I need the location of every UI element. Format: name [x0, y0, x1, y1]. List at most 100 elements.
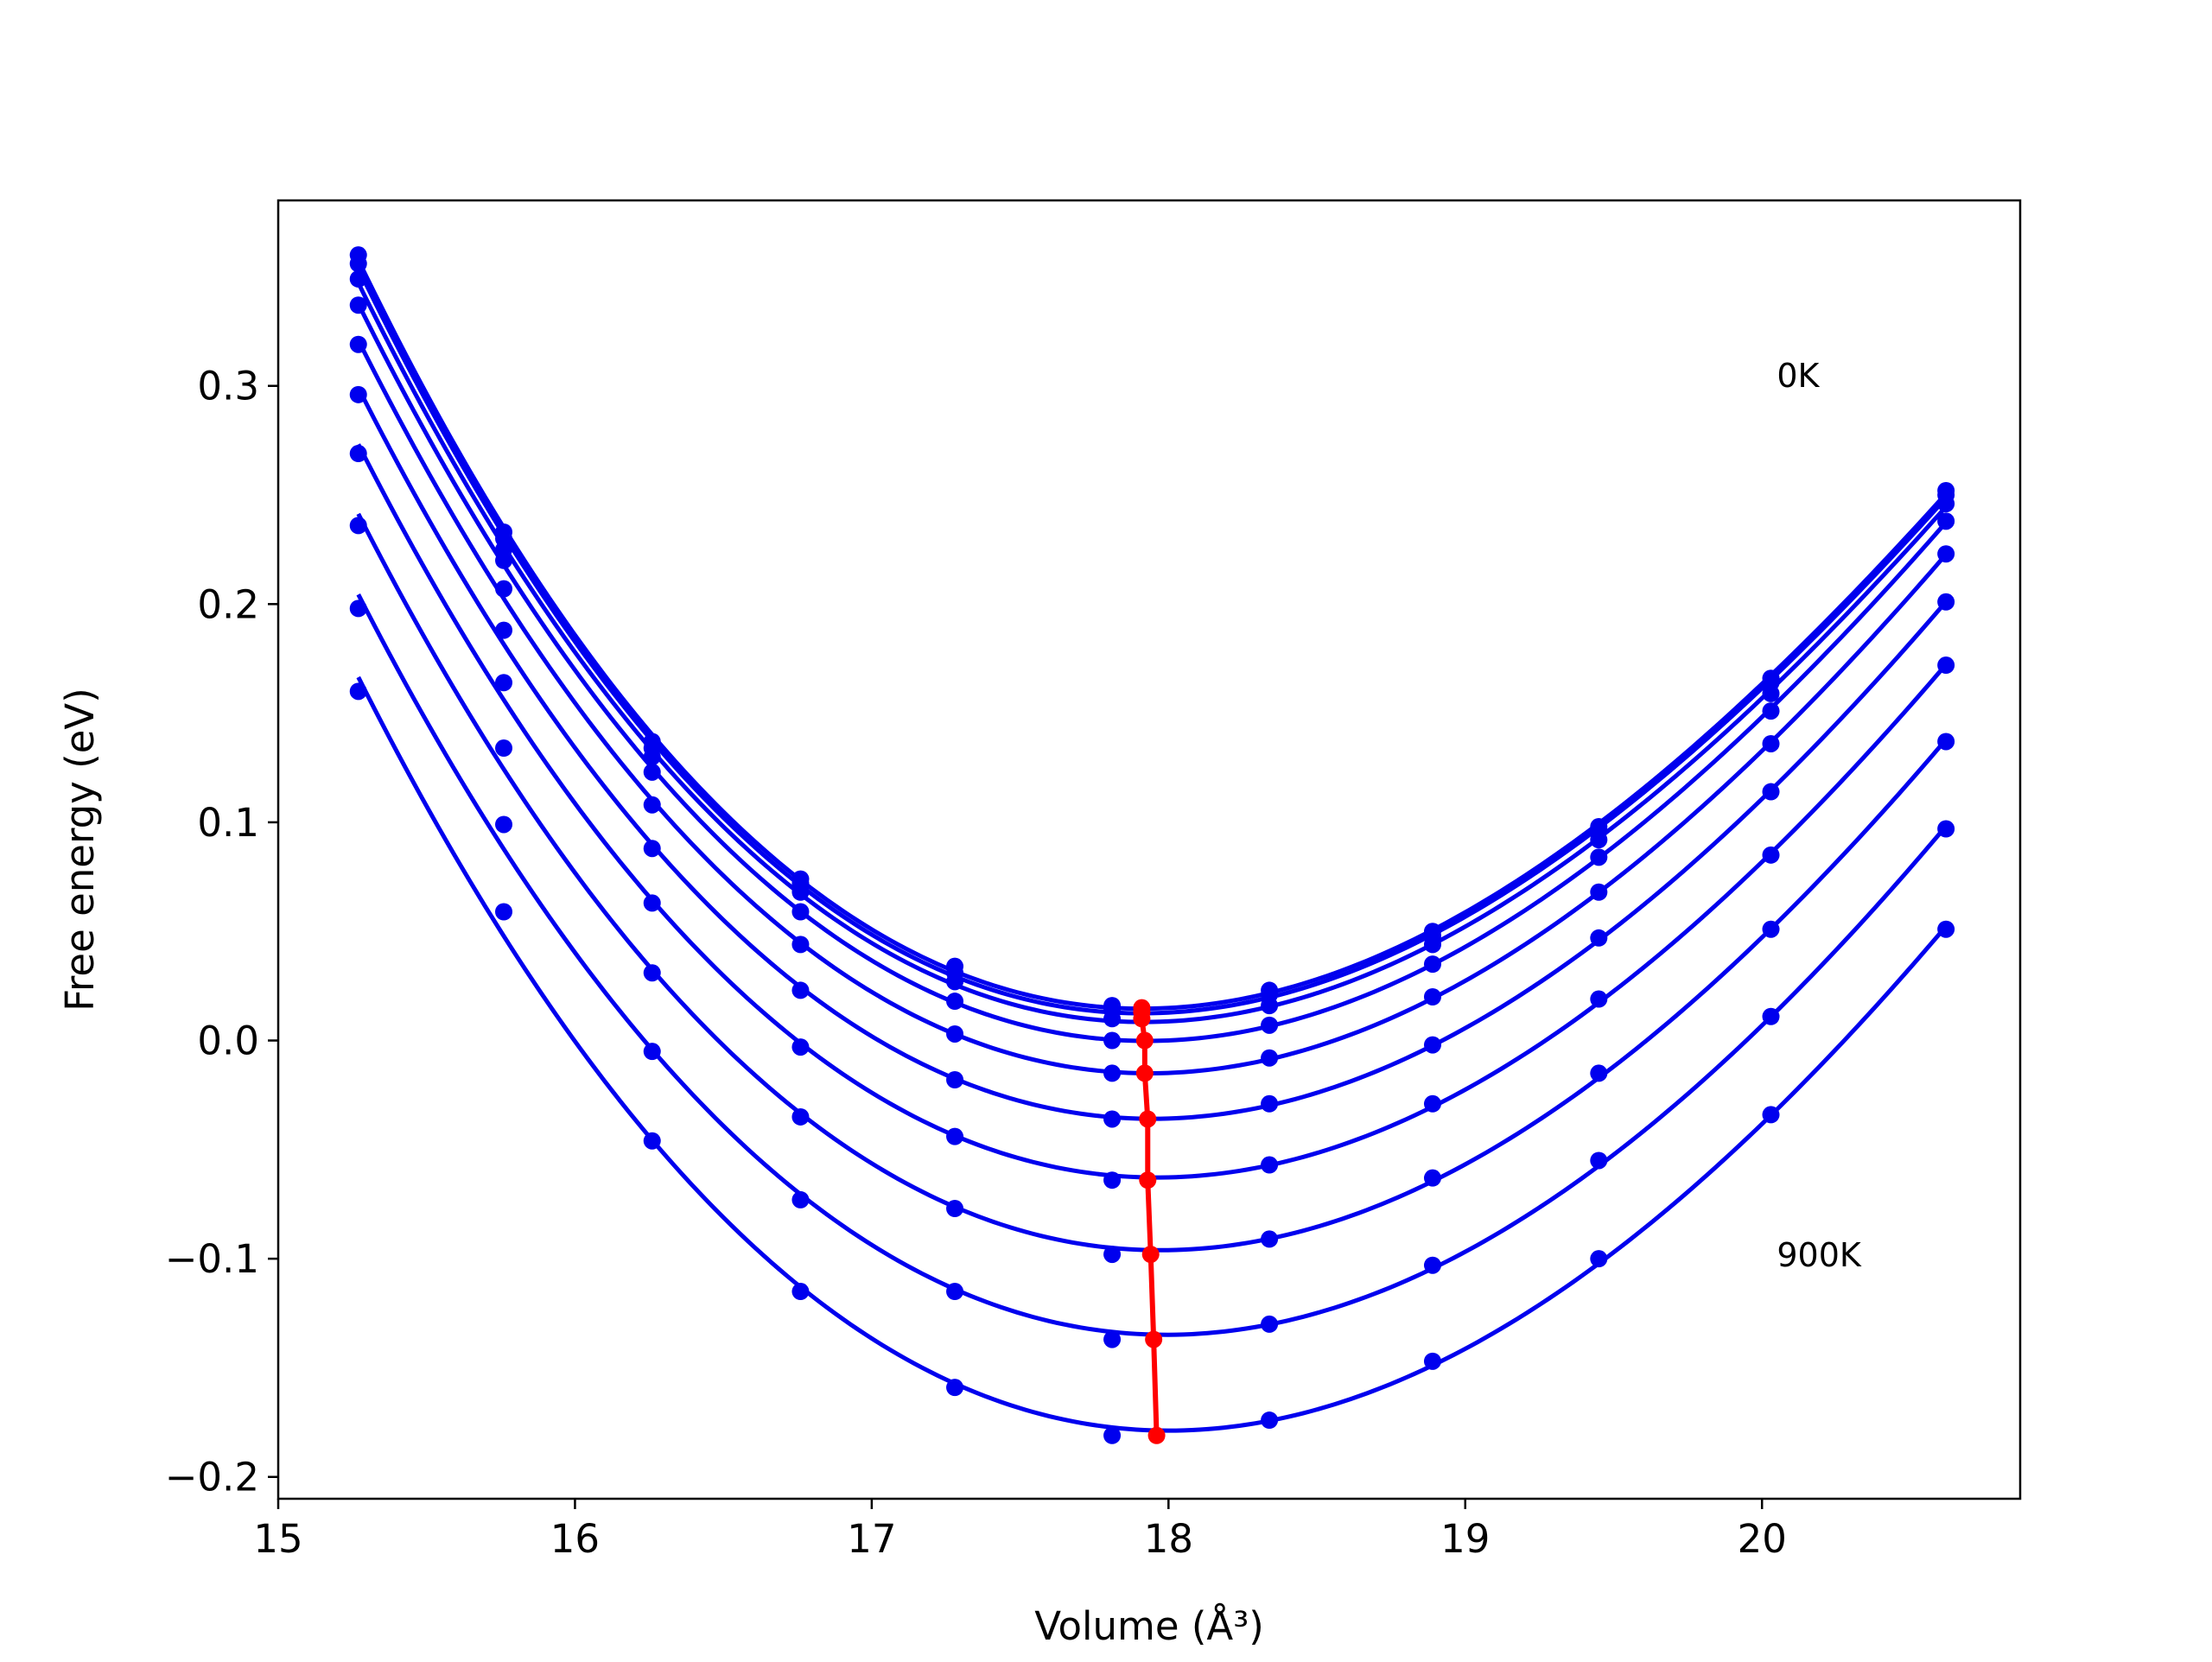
minimum-point [1135, 1064, 1154, 1082]
x-tick-label: 17 [847, 1516, 896, 1562]
data-point [495, 580, 513, 598]
y-axis: −0.2 −0.1 0.0 0.1 0.2 0.3 [165, 364, 278, 1500]
y-tick-label: 0.1 [197, 800, 259, 846]
data-point [1423, 936, 1441, 954]
data-point [1423, 1352, 1441, 1370]
data-point [495, 621, 513, 639]
curve-1 [356, 267, 1948, 1016]
data-point [1423, 1036, 1441, 1054]
data-point [1762, 846, 1780, 864]
x-tick-label: 18 [1144, 1516, 1193, 1562]
data-point [1937, 657, 1955, 675]
minimum-point [1139, 1171, 1157, 1189]
data-point [349, 517, 367, 535]
data-point [643, 1043, 661, 1061]
data-point [349, 255, 367, 273]
minimum-point [1147, 1426, 1166, 1444]
curve-2 [356, 282, 1948, 1024]
data-point [349, 445, 367, 463]
minimum-path-layer [1133, 999, 1166, 1444]
plot-frame [276, 199, 2022, 1500]
data-point [1937, 512, 1955, 530]
data-point [946, 973, 964, 991]
data-point [946, 1379, 964, 1397]
data-point [791, 1107, 810, 1126]
data-point [495, 674, 513, 692]
data-point [1261, 1156, 1279, 1174]
data-point [1590, 848, 1608, 866]
data-point [1762, 1106, 1780, 1124]
data-point [1103, 1031, 1122, 1050]
curve-4 [356, 339, 1948, 1075]
data-point [1762, 920, 1780, 938]
y-axis-label: Free energy (eV) [57, 688, 103, 1011]
y-tick-label: 0.3 [197, 364, 259, 409]
minimum-point [1139, 1110, 1157, 1128]
data-point [1103, 1426, 1122, 1444]
data-point [1762, 684, 1780, 702]
data-point [1261, 1049, 1279, 1067]
data-point [1937, 593, 1955, 611]
data-point [946, 1024, 964, 1043]
data-point [791, 936, 810, 954]
data-point [349, 270, 367, 288]
data-point [643, 840, 661, 858]
data-point [1103, 1110, 1122, 1128]
data-point [643, 796, 661, 814]
x-tick-label: 16 [550, 1516, 600, 1562]
data-point [1590, 990, 1608, 1008]
curve-0 [356, 258, 1948, 1012]
data-point [946, 1070, 964, 1088]
data-point [1103, 1330, 1122, 1348]
data-point [1937, 545, 1955, 563]
minimum-point [1133, 1010, 1151, 1028]
data-point [791, 981, 810, 999]
data-point [349, 335, 367, 353]
data-point [946, 1200, 964, 1218]
data-point [1423, 988, 1441, 1006]
data-point [946, 1127, 964, 1145]
data-point [1937, 820, 1955, 838]
minimum-point [1135, 1031, 1154, 1050]
data-point [1590, 1151, 1608, 1170]
x-tick-label: 15 [253, 1516, 302, 1562]
data-point [1590, 1064, 1608, 1082]
data-point [946, 993, 964, 1011]
curve-7 [356, 512, 1948, 1253]
data-point [1590, 883, 1608, 901]
data-point [1937, 495, 1955, 513]
data-point [1423, 1256, 1441, 1274]
x-tick-label: 19 [1440, 1516, 1490, 1562]
data-point [1103, 1064, 1122, 1082]
data-point [643, 894, 661, 912]
data-point [1590, 1250, 1608, 1268]
x-tick-label: 20 [1738, 1516, 1787, 1562]
data-point [1103, 1010, 1122, 1028]
data-point [1261, 1230, 1279, 1248]
data-point [1423, 1094, 1441, 1113]
data-point [349, 385, 367, 403]
data-point [1261, 1094, 1279, 1113]
data-point [1261, 1016, 1279, 1034]
data-point [946, 1283, 964, 1301]
data-point [791, 903, 810, 921]
data-point [1261, 997, 1279, 1015]
data-point [349, 599, 367, 618]
data-point [495, 739, 513, 758]
data-point [791, 1283, 810, 1301]
y-tick-label: −0.2 [165, 1455, 259, 1500]
y-tick-label: −0.1 [165, 1236, 259, 1282]
data-point [1762, 1007, 1780, 1025]
data-point [1103, 1171, 1122, 1189]
minimum-point [1141, 1246, 1160, 1264]
data-point [1261, 1411, 1279, 1430]
data-point [1937, 920, 1955, 938]
data-point [643, 763, 661, 781]
data-point [1762, 783, 1780, 801]
data-point [643, 748, 661, 766]
annotation-900k: 900K [1777, 1236, 1862, 1274]
data-point [791, 1038, 810, 1056]
y-tick-label: 0.0 [197, 1018, 259, 1064]
x-axis: 15 16 17 18 19 20 [253, 1499, 1787, 1562]
